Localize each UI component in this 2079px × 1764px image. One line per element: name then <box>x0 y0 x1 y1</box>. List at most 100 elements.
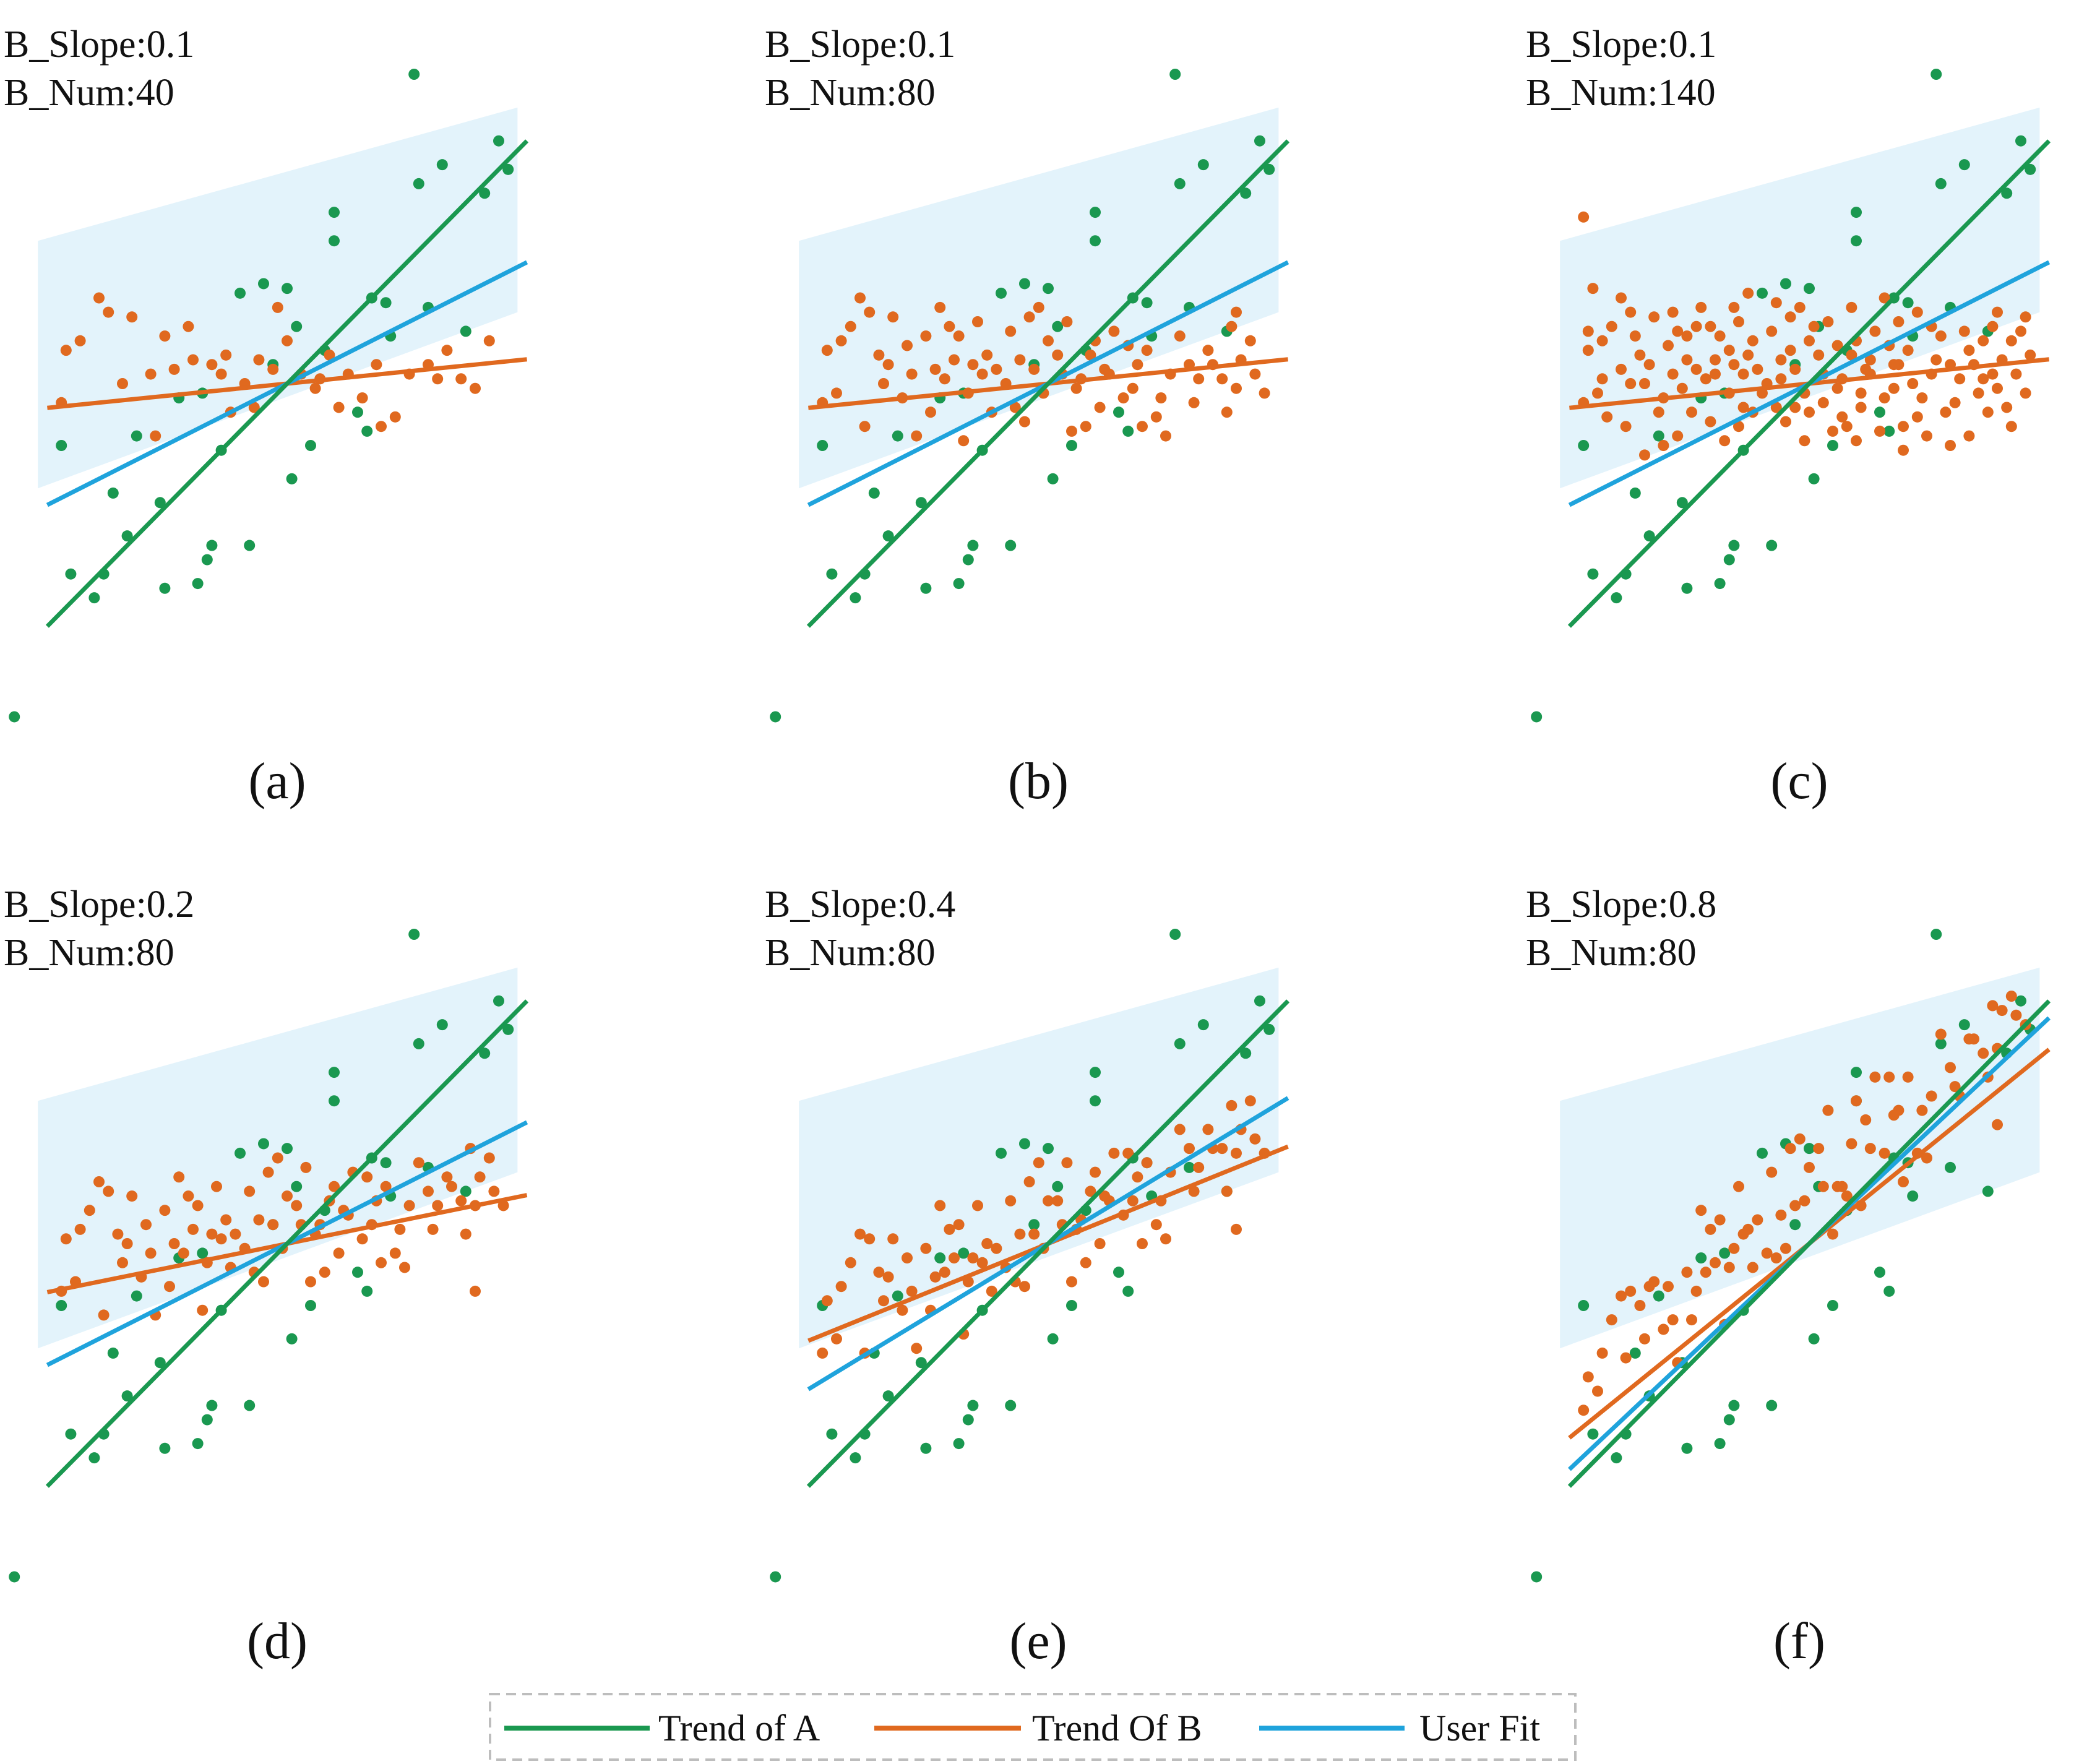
point-b <box>1799 435 1810 447</box>
point-b <box>1231 382 1242 394</box>
point-a <box>996 1147 1007 1159</box>
point-a <box>9 711 20 723</box>
point-b <box>1620 1352 1632 1364</box>
point-b <box>1817 1181 1829 1192</box>
point-a <box>107 487 119 499</box>
point-b <box>1733 316 1744 327</box>
point-b <box>821 1295 833 1307</box>
point-b <box>1616 292 1627 304</box>
point-b <box>1578 211 1590 223</box>
point-b <box>1014 1228 1026 1240</box>
point-b <box>168 363 180 375</box>
point-b <box>376 421 387 432</box>
point-a <box>479 187 491 199</box>
point-b <box>1836 411 1848 423</box>
point-a <box>1629 1347 1641 1359</box>
point-a <box>953 578 965 590</box>
point-b <box>953 1219 965 1231</box>
point-b <box>944 321 955 332</box>
point-b <box>1690 363 1702 375</box>
point-a <box>1028 1219 1040 1231</box>
point-b <box>441 345 453 356</box>
point-b <box>1874 425 1885 437</box>
point-a <box>1851 207 1862 218</box>
point-a <box>413 1038 424 1049</box>
point-b <box>953 330 965 342</box>
point-b <box>192 1200 204 1211</box>
point-b <box>1822 316 1834 327</box>
point-b <box>1888 1109 1900 1121</box>
point-b <box>2020 311 2031 323</box>
point-a <box>2025 163 2036 175</box>
point-b <box>1033 1157 1044 1169</box>
point-b <box>1667 306 1679 318</box>
point-b <box>291 1200 303 1211</box>
point-b <box>1033 301 1044 313</box>
annotation-slope: B_Slope:0.1 <box>1526 24 1716 66</box>
point-b <box>1231 306 1242 318</box>
point-b <box>371 359 382 371</box>
confidence-band <box>799 107 1279 489</box>
point-a <box>56 1300 67 1311</box>
point-b <box>282 335 293 346</box>
point-b <box>1860 363 1872 375</box>
point-a <box>1958 1019 1970 1031</box>
point-a <box>1714 1438 1726 1450</box>
point-b <box>1043 335 1054 346</box>
point-a <box>1629 487 1641 499</box>
panel-caption: (e) <box>1009 1612 1067 1670</box>
point-a <box>258 1138 269 1150</box>
point-b <box>1681 330 1693 342</box>
point-b <box>1737 402 1749 413</box>
point-b <box>1686 407 1697 418</box>
point-a <box>1174 1038 1186 1049</box>
point-b <box>925 407 936 418</box>
point-b <box>272 301 283 313</box>
point-b <box>1629 330 1641 342</box>
point-b <box>93 292 105 304</box>
point-a <box>361 425 373 437</box>
point-b <box>215 368 227 380</box>
point-b <box>1742 349 1754 361</box>
point-b <box>60 345 72 356</box>
point-a <box>352 407 363 418</box>
point-b <box>1879 1147 1890 1159</box>
point-a <box>920 582 932 594</box>
point-b <box>1625 378 1637 389</box>
point-b <box>1846 301 1857 313</box>
point-b <box>1690 1285 1702 1297</box>
point-a <box>962 554 974 566</box>
point-b <box>1987 1000 1999 1012</box>
point-b <box>1616 363 1627 375</box>
point-b <box>2005 991 2017 1002</box>
point-a <box>1982 1185 1994 1197</box>
point-b <box>929 1271 941 1283</box>
annotation-slope: B_Slope:0.1 <box>765 24 955 66</box>
point-a <box>197 1247 209 1259</box>
point-b <box>1578 1405 1590 1416</box>
point-b <box>1108 1147 1120 1159</box>
point-b <box>470 382 481 394</box>
point-b <box>1663 340 1674 351</box>
legend: Trend of A Trend Of B User Fit <box>489 1693 1577 1761</box>
point-b <box>944 1223 955 1235</box>
point-a <box>1240 187 1252 199</box>
point-b <box>1606 321 1617 332</box>
point-a <box>1052 321 1064 332</box>
point-b <box>1700 373 1711 385</box>
point-a <box>962 1414 974 1426</box>
point-b <box>145 1247 157 1259</box>
point-a <box>1169 929 1181 940</box>
point-b <box>1935 330 1947 342</box>
point-a <box>329 235 340 247</box>
point-b <box>376 1257 387 1268</box>
point-a <box>2015 995 2026 1007</box>
point-b <box>1804 407 1815 418</box>
point-b <box>1930 354 1942 366</box>
point-b <box>1794 301 1806 313</box>
point-b <box>1231 1147 1242 1159</box>
point-b <box>831 1333 842 1345</box>
point-a <box>1681 582 1693 594</box>
point-b <box>1893 316 1905 327</box>
point-b <box>1921 1152 1932 1164</box>
